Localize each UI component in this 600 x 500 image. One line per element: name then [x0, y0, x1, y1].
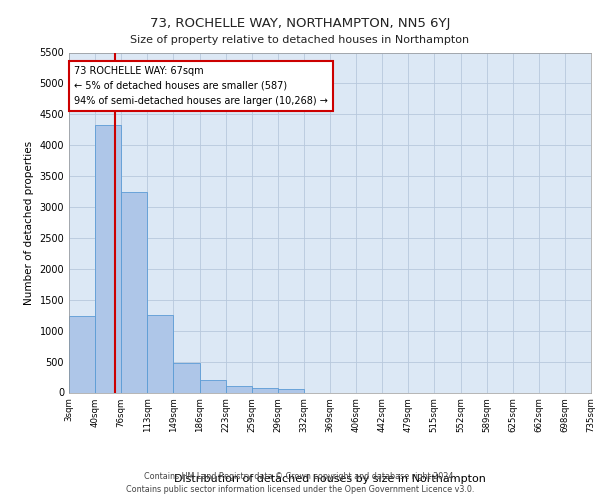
- Text: Contains HM Land Registry data © Crown copyright and database right 2024.
Contai: Contains HM Land Registry data © Crown c…: [126, 472, 474, 494]
- Text: 73, ROCHELLE WAY, NORTHAMPTON, NN5 6YJ: 73, ROCHELLE WAY, NORTHAMPTON, NN5 6YJ: [150, 18, 450, 30]
- Bar: [251, 388, 278, 392]
- Bar: [278, 389, 304, 392]
- Text: Size of property relative to detached houses in Northampton: Size of property relative to detached ho…: [130, 35, 470, 45]
- Bar: [121, 192, 148, 392]
- Y-axis label: Number of detached properties: Number of detached properties: [24, 140, 34, 304]
- X-axis label: Distribution of detached houses by size in Northampton: Distribution of detached houses by size …: [174, 474, 486, 484]
- Bar: [199, 380, 226, 392]
- Bar: [226, 386, 251, 392]
- Bar: [69, 316, 95, 392]
- Bar: [173, 363, 199, 392]
- Bar: [95, 125, 121, 392]
- Bar: [148, 314, 173, 392]
- Text: 73 ROCHELLE WAY: 67sqm
← 5% of detached houses are smaller (587)
94% of semi-det: 73 ROCHELLE WAY: 67sqm ← 5% of detached …: [74, 66, 328, 106]
